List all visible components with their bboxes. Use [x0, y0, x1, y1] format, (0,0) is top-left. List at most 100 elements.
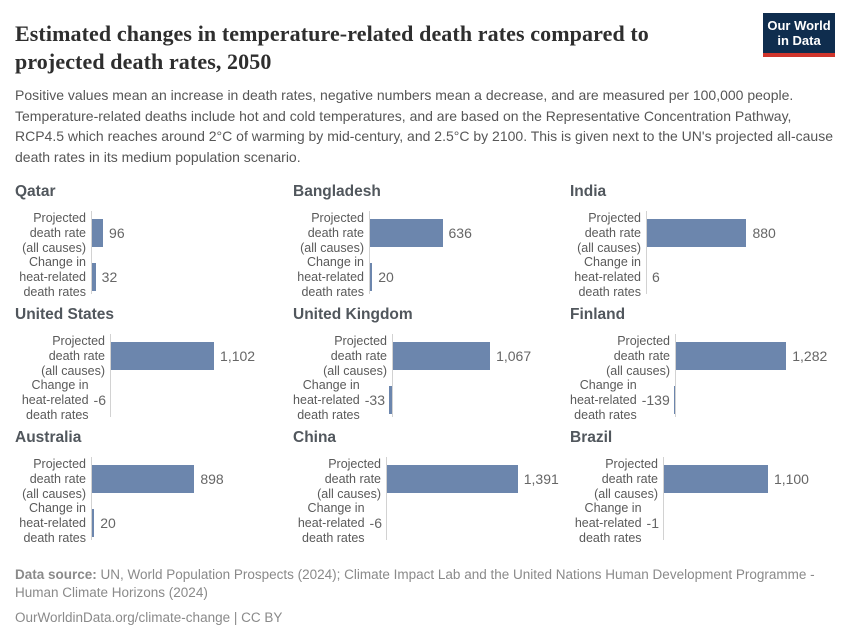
category-label-line: (all causes) [317, 486, 381, 501]
panels-grid: Qatar Projected death rate (all causes) 96 C… [15, 181, 835, 550]
row-left-side: Projected death rate (all causes) [15, 334, 110, 378]
value-bar [92, 263, 96, 291]
row-left-side: Change in heat-related death rates -1 [570, 501, 663, 545]
category-label-line: death rates [301, 284, 364, 299]
category-label-line: death rates [297, 407, 360, 422]
category-label: Change in heat-related death rates [574, 255, 641, 300]
category-label-line: (all causes) [323, 363, 387, 378]
country-panel: Bangladesh Projected death rate (all cause… [293, 181, 570, 304]
row-left-side: Change in heat-related death rates -6 [293, 501, 386, 545]
zero-axis-line [386, 457, 387, 540]
row-right-side: 898 [92, 457, 224, 501]
value-label: -6 [369, 515, 382, 531]
row-right-side: 6 [647, 255, 660, 299]
category-label-line: death rate [48, 348, 105, 363]
zero-axis-line [675, 334, 676, 417]
country-panel: United Kingdom Projected death rate (all c… [293, 304, 570, 427]
row-left-side: Change in heat-related death rates -139 [570, 378, 675, 422]
category-label-line: death rates [26, 407, 89, 422]
panel-chart: Projected death rate (all causes) 1,102 Chan… [15, 334, 293, 422]
category-label-line: Change in [302, 377, 360, 392]
category-label-line: death rate [330, 348, 387, 363]
category-label-line: death rate [584, 225, 641, 240]
row-left-side: Projected death rate (all causes) [293, 334, 392, 378]
category-label-line: (all causes) [300, 240, 364, 255]
category-label-line: heat-related [297, 515, 365, 530]
category-label: Projected death rate (all causes) [300, 211, 364, 256]
row-left-side: Projected death rate (all causes) [293, 457, 386, 501]
value-bar [393, 342, 491, 370]
data-source-label: Data source: [15, 567, 97, 582]
value-label: 1,391 [523, 471, 559, 487]
owid-logo: Our World in Data [763, 13, 835, 57]
row-right-side: 32 [92, 255, 117, 299]
row-left-side: Change in heat-related death rates [293, 255, 369, 299]
country-title: India [570, 183, 607, 200]
category-label: Change in heat-related death rates [19, 501, 86, 546]
owid-logo-line1: Our World [767, 18, 831, 33]
value-bar [676, 342, 787, 370]
country-panel: China Projected death rate (all causes) 1,3… [293, 427, 570, 550]
panel-chart: Projected death rate (all causes) 96 Change … [15, 211, 293, 299]
category-label: Projected death rate (all causes) [606, 334, 670, 379]
value-bar [111, 342, 215, 370]
category-label-line: heat-related [574, 515, 642, 530]
category-label-line: death rates [578, 284, 641, 299]
category-label-line: death rate [324, 471, 381, 486]
category-label-line: heat-related [570, 392, 637, 407]
chart-row: Projected death rate (all causes) 1,391 [293, 457, 570, 501]
row-left-side: Projected death rate (all causes) [293, 211, 369, 255]
category-label-line: Change in [29, 254, 86, 269]
category-label-line: Change in [579, 377, 637, 392]
country-title: United States [15, 306, 115, 323]
country-panel: Brazil Projected death rate (all causes) 1,… [570, 427, 835, 550]
country-title: Bangladesh [293, 183, 381, 200]
zero-axis-line [392, 334, 393, 417]
value-bar [370, 219, 443, 247]
value-label: -6 [93, 392, 106, 408]
chart-subtitle: Positive values mean an increase in deat… [15, 87, 833, 165]
category-label-line: (all causes) [41, 363, 105, 378]
chart-row: Change in heat-related death rates -139 [570, 378, 835, 422]
category-label-line: death rates [302, 530, 365, 545]
category-label-line: Projected [33, 456, 86, 471]
category-label: Change in heat-related death rates [22, 378, 89, 423]
zero-axis-line [91, 457, 92, 540]
chart-row: Change in heat-related death rates -33 [293, 378, 570, 422]
panel-chart: Projected death rate (all causes) 1,391 Chan… [293, 457, 570, 545]
value-label: 6 [652, 269, 660, 285]
data-source-line: Data source: UN, World Population Prospe… [15, 566, 835, 602]
category-label: Change in heat-related death rates [570, 378, 637, 423]
row-right-side: 1,391 [387, 457, 559, 501]
category-label-line: heat-related [297, 269, 364, 284]
category-label-line: death rate [307, 225, 364, 240]
country-panel: Qatar Projected death rate (all causes) 96 C… [15, 181, 293, 304]
zero-axis-line [369, 211, 370, 294]
panel-chart: Projected death rate (all causes) 636 Change… [293, 211, 570, 299]
value-label: 1,067 [496, 348, 532, 364]
country-panel: United States Projected death rate (all ca… [15, 304, 293, 427]
row-right-side: 20 [370, 255, 394, 299]
category-label: Change in heat-related death rates [19, 255, 86, 300]
category-label-line: death rates [23, 530, 86, 545]
zero-axis-line [646, 211, 647, 294]
owid-logo-line2: in Data [777, 33, 821, 48]
category-label: Projected death rate (all causes) [594, 457, 658, 502]
category-label-line: death rates [579, 530, 642, 545]
chart-row: Change in heat-related death rates 6 [570, 255, 835, 299]
value-label: 1,100 [773, 471, 809, 487]
chart-title: Estimated changes in temperature-related… [15, 21, 649, 74]
value-bar [92, 465, 195, 493]
panel-chart: Projected death rate (all causes) 880 Change… [570, 211, 835, 299]
category-label-line: death rates [574, 407, 637, 422]
row-right-side: 636 [370, 211, 472, 255]
row-right-side: 1,102 [111, 334, 255, 378]
value-bar [387, 465, 518, 493]
value-label: 20 [100, 515, 116, 531]
country-panel: Australia Projected death rate (all causes… [15, 427, 293, 550]
row-left-side: Change in heat-related death rates [15, 255, 91, 299]
category-label-line: heat-related [574, 269, 641, 284]
row-right-side: 880 [647, 211, 776, 255]
category-label-line: Change in [584, 254, 641, 269]
chart-row: Projected death rate (all causes) 96 [15, 211, 293, 255]
